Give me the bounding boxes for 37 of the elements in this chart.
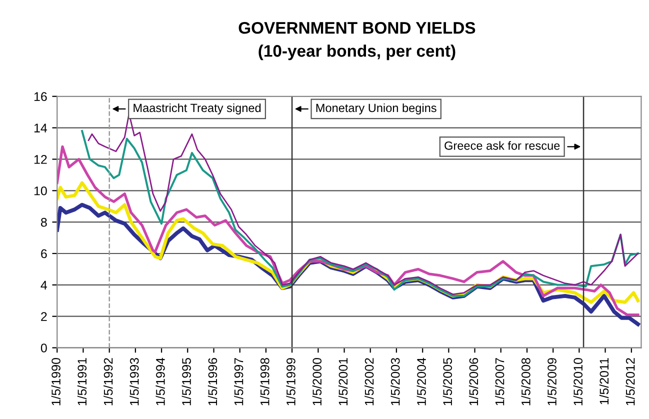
x-tick-label: 1/5/2012 (626, 358, 635, 406)
chart-subtitle: (10-year bonds, per cent) (258, 44, 456, 60)
x-tick-label: 1/5/1994 (156, 358, 165, 406)
x-tick-label: 1/5/2005 (442, 358, 452, 406)
x-tick-label: 1/5/2011 (599, 358, 609, 404)
y-tick-label: 0 (40, 344, 47, 352)
y-tick-label: 2 (41, 312, 47, 321)
x-tick-label: 1/5/2004 (416, 358, 426, 406)
chart-title: GOVERNMENT BOND YIELDS (238, 22, 476, 34)
x-tick-label: 1/5/1991 (77, 358, 87, 406)
x-tick-label: 1/5/2000 (312, 358, 322, 406)
x-tick-label: 1/5/2006 (468, 358, 478, 406)
x-tick-label: 1/5/1997 (234, 358, 244, 406)
y-tick-label: 14 (34, 124, 48, 132)
x-tick-label: 1/5/2001 (338, 358, 348, 406)
x-tick-label: 1/5/2010 (573, 358, 583, 406)
x-tick-label: 1/5/2002 (364, 358, 374, 406)
y-tick-label: 6 (41, 249, 47, 258)
ref-line-label: Greece ask for rescue (444, 141, 560, 150)
x-tick-label: 1/5/2003 (390, 358, 400, 406)
x-tick-label: 1/5/1990 (51, 358, 60, 406)
y-tick-label: 16 (34, 92, 47, 102)
x-tick-label: 1/5/2007 (495, 358, 504, 406)
y-tick-label: 8 (40, 218, 47, 227)
x-tick-label: 1/5/1996 (208, 358, 218, 406)
x-tick-label: 1/5/2009 (547, 358, 556, 406)
ref-line-label: Maastricht Treaty signed (134, 103, 261, 114)
x-tick-label: 1/5/1995 (182, 358, 191, 406)
x-tick-label: 1/5/1998 (260, 358, 270, 406)
x-tick-label: 1/5/1992 (104, 358, 113, 406)
x-tick-label: 1/5/1999 (286, 358, 296, 406)
x-tick-label: 1/5/1993 (130, 358, 139, 406)
x-tick-label: 1/5/2008 (521, 358, 530, 406)
y-tick-label: 10 (34, 186, 47, 196)
ref-line-label: Monetary Union begins (316, 103, 436, 114)
y-tick-label: 4 (40, 280, 48, 290)
y-tick-label: 12 (34, 155, 47, 164)
